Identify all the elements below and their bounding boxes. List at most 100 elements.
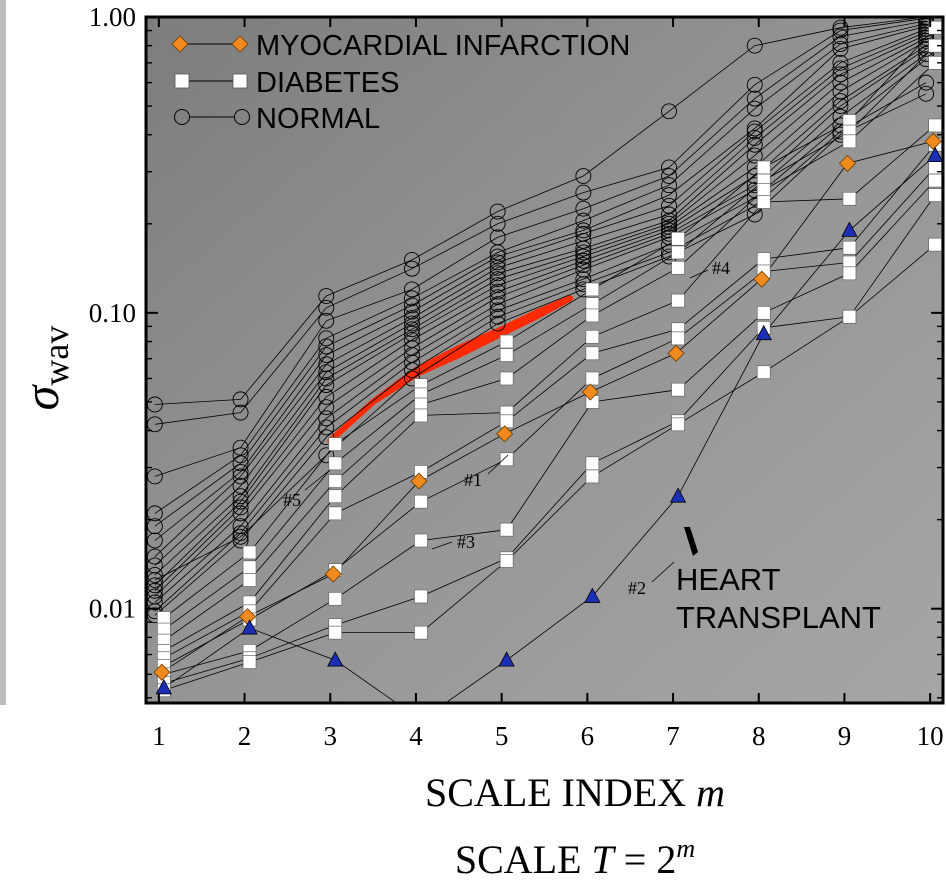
transplant-point-26-2 xyxy=(327,651,344,667)
normal-point-0-2 xyxy=(318,288,335,304)
normal-series-line-10 xyxy=(154,45,927,591)
normal-point-3-6 xyxy=(661,177,677,194)
normal-point-12-1 xyxy=(232,518,249,535)
diabetes-point-20-5 xyxy=(585,346,600,361)
diabetes-point-23-5 xyxy=(585,456,600,471)
normal-point-4-6 xyxy=(661,187,677,204)
diabetes-point-19-7 xyxy=(756,195,771,209)
annotation-label-4: #4 xyxy=(712,258,730,278)
normal-point-5-2 xyxy=(318,347,335,364)
diabetes-series-line-20 xyxy=(163,144,936,659)
normal-point-2-5 xyxy=(575,200,592,217)
legend-item-mi: MYOCARDIAL INFARCTION xyxy=(171,30,630,62)
normal-point-2-8 xyxy=(832,28,849,45)
normal-point-8-8 xyxy=(832,74,849,91)
x-tick-label-8: 8 xyxy=(752,721,766,751)
normal-point-3-2 xyxy=(318,330,335,347)
normal-point-9-3 xyxy=(404,325,420,342)
normal-point-0-8 xyxy=(832,19,849,36)
normal-point-7-8 xyxy=(832,66,849,83)
normal-point-4-1 xyxy=(232,455,249,472)
normal-series-line-5 xyxy=(154,28,927,541)
diabetes-series-line-24 xyxy=(163,244,936,691)
mi-point-25-8 xyxy=(838,154,857,172)
diabetes-series-line-16 xyxy=(163,27,936,619)
normal-point-5-8 xyxy=(832,54,849,71)
secondary-title-prefix: SCALE xyxy=(455,837,592,882)
transplant-point-26-9 xyxy=(926,146,943,163)
mi-point-25-9 xyxy=(924,132,942,150)
x-tick-label-9: 9 xyxy=(838,721,852,751)
normal-series-line-1 xyxy=(154,17,927,425)
normal-series-line-8 xyxy=(154,37,927,576)
normal-point-5-3 xyxy=(404,303,420,320)
normal-point-4-5 xyxy=(575,222,592,239)
secondary-title-exp: m xyxy=(676,834,695,863)
diabetes-series-line-18 xyxy=(163,62,936,641)
normal-point-8-5 xyxy=(575,244,592,261)
annotation-label-5: #5 xyxy=(283,490,301,510)
y-axis-title-symbol: σ xyxy=(13,383,69,410)
diabetes-point-16-4 xyxy=(499,334,514,349)
normal-point-3-8 xyxy=(832,36,849,53)
red-band xyxy=(327,295,574,444)
diabetes-point-16-7 xyxy=(756,160,771,175)
normal-point-13-4 xyxy=(489,302,506,319)
normal-point-8-7 xyxy=(746,147,763,164)
normal-point-3-5 xyxy=(575,212,592,229)
normal-point-7-2 xyxy=(318,364,335,381)
annotation-label-1: #1 xyxy=(464,470,482,490)
normal-point-8-1 xyxy=(232,488,249,505)
diabetes-point-16-1 xyxy=(242,545,257,560)
y-tick-label-0: 0.01 xyxy=(89,594,136,624)
diabetes-point-24-4 xyxy=(499,554,514,568)
mi-point-25-7 xyxy=(753,270,771,288)
normal-point-9-6 xyxy=(661,219,677,235)
normal-point-2-7 xyxy=(746,90,763,107)
x-tick-label-2: 2 xyxy=(238,721,252,751)
normal-point-10-6 xyxy=(661,222,677,239)
normal-point-6-7 xyxy=(746,130,763,146)
annotation-arrow-3 xyxy=(431,541,453,550)
annotations: HEART TRANSPLANT #1 #2 #3 #4 #5 xyxy=(283,258,881,635)
annotation-arrow-4 xyxy=(689,269,709,279)
diabetes-point-24-5 xyxy=(585,469,600,484)
normal-series-line-6 xyxy=(154,31,927,557)
legend: MYOCARDIAL INFARCTION DIABETES NORMAL xyxy=(171,30,630,135)
normal-point-6-4 xyxy=(489,259,506,276)
normal-point-2-2 xyxy=(318,312,335,329)
normal-point-0-5 xyxy=(575,168,592,184)
normal-series-line-0 xyxy=(154,17,927,405)
diabetes-point-21-3 xyxy=(414,494,428,509)
diabetes-point-20-2 xyxy=(328,506,343,521)
legend-mi-marker-right xyxy=(231,35,249,53)
normal-point-1-6 xyxy=(661,159,677,176)
diabetes-point-20-8 xyxy=(842,240,857,255)
normal-point-10-5 xyxy=(575,252,592,269)
normal-point-7-6 xyxy=(661,212,677,229)
diabetes-point-18-1 xyxy=(242,573,257,587)
diabetes-point-17-6 xyxy=(671,245,685,260)
diabetes-point-18-8 xyxy=(842,134,857,149)
normal-point-12-2 xyxy=(318,410,335,427)
legend-normal-label: NORMAL xyxy=(256,103,380,135)
normal-point-11-1 xyxy=(232,505,249,522)
diabetes-point-17-2 xyxy=(328,456,343,471)
diabetes-point-22-7 xyxy=(756,305,771,320)
x-tick-label-6: 6 xyxy=(581,721,595,751)
normal-series-line-3 xyxy=(154,23,927,514)
normal-point-6-6 xyxy=(661,206,677,223)
x-tick-label-5: 5 xyxy=(495,721,509,751)
diabetes-point-17-1 xyxy=(242,560,257,575)
normal-point-5-7 xyxy=(746,123,763,140)
diabetes-point-18-4 xyxy=(499,371,514,386)
diabetes-point-22-2 xyxy=(328,591,343,606)
normal-point-0-1 xyxy=(232,391,249,408)
diabetes-point-19-8 xyxy=(842,191,857,206)
normal-point-14-3 xyxy=(404,362,420,379)
normal-point-9-4 xyxy=(489,277,506,294)
mi-point-25-3 xyxy=(410,472,428,490)
transplant-point-26-5 xyxy=(584,587,601,603)
diabetes-series-line-19 xyxy=(163,125,936,652)
legend-normal-marker-left xyxy=(174,109,190,125)
